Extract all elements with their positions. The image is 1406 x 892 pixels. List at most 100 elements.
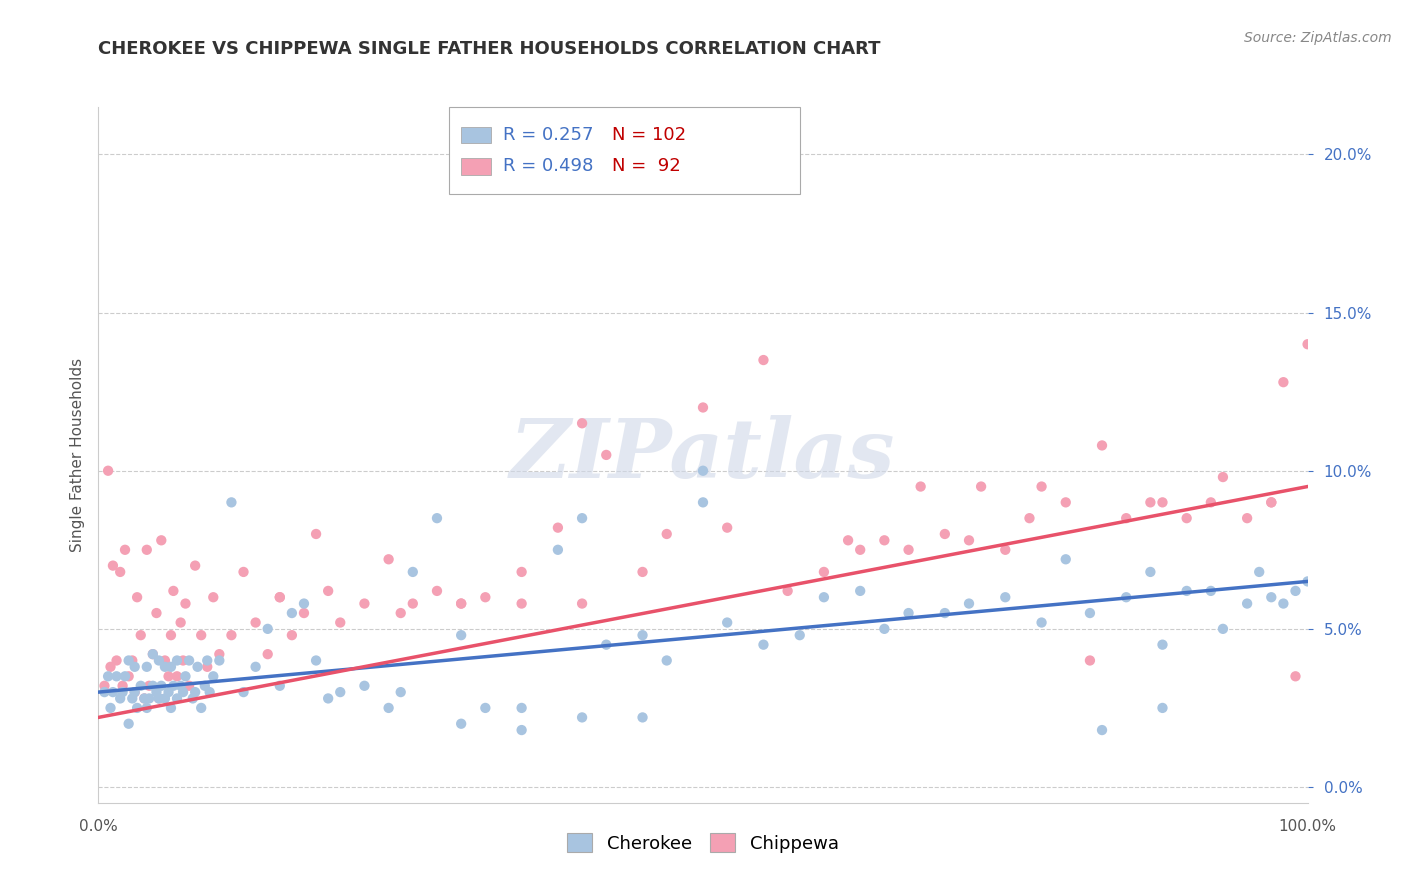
Point bbox=[1078, 653, 1101, 667]
Point bbox=[1175, 583, 1198, 598]
Point bbox=[138, 691, 160, 706]
Point bbox=[716, 521, 738, 535]
Point bbox=[97, 464, 120, 478]
Point bbox=[118, 669, 141, 683]
Point bbox=[160, 628, 183, 642]
Point bbox=[160, 701, 183, 715]
Point bbox=[111, 685, 134, 699]
Point bbox=[571, 417, 593, 431]
Point bbox=[245, 660, 267, 674]
Point bbox=[547, 521, 569, 535]
Point bbox=[910, 479, 932, 493]
Point bbox=[129, 679, 152, 693]
Point bbox=[1236, 511, 1258, 525]
Point bbox=[305, 527, 328, 541]
Text: N =  92: N = 92 bbox=[612, 157, 681, 175]
Point bbox=[1199, 495, 1222, 509]
Point bbox=[221, 628, 243, 642]
Text: ZIPatlas: ZIPatlas bbox=[510, 415, 896, 495]
Point bbox=[1284, 669, 1306, 683]
Point bbox=[994, 542, 1017, 557]
Point bbox=[752, 353, 775, 368]
Text: R = 0.257: R = 0.257 bbox=[503, 126, 593, 144]
Point bbox=[114, 542, 136, 557]
Point bbox=[1054, 495, 1077, 509]
Point bbox=[121, 691, 143, 706]
Point bbox=[121, 653, 143, 667]
Point bbox=[1212, 470, 1234, 484]
FancyBboxPatch shape bbox=[461, 158, 492, 175]
Point bbox=[145, 606, 167, 620]
FancyBboxPatch shape bbox=[461, 127, 492, 144]
Point bbox=[474, 701, 496, 715]
Point bbox=[148, 691, 170, 706]
Point bbox=[177, 653, 201, 667]
Point bbox=[1139, 495, 1161, 509]
Point bbox=[1152, 495, 1174, 509]
Point bbox=[148, 653, 170, 667]
Point bbox=[1152, 638, 1174, 652]
Point bbox=[208, 647, 231, 661]
Point bbox=[316, 691, 339, 706]
Point bbox=[776, 583, 799, 598]
Point bbox=[1260, 495, 1282, 509]
Point bbox=[101, 685, 124, 699]
Point bbox=[813, 591, 835, 605]
Point bbox=[187, 660, 209, 674]
Point bbox=[305, 653, 328, 667]
Point bbox=[571, 597, 593, 611]
Point bbox=[1272, 375, 1295, 389]
Point bbox=[571, 710, 593, 724]
Point bbox=[101, 558, 124, 573]
Point bbox=[124, 685, 146, 699]
Point bbox=[450, 716, 472, 731]
Point bbox=[269, 591, 291, 605]
Point bbox=[655, 527, 678, 541]
Point bbox=[450, 597, 472, 611]
Point bbox=[1272, 597, 1295, 611]
Point bbox=[269, 591, 291, 605]
Text: R = 0.498: R = 0.498 bbox=[503, 157, 593, 175]
Point bbox=[813, 565, 835, 579]
Point bbox=[135, 660, 157, 674]
Point bbox=[172, 685, 194, 699]
Point bbox=[329, 685, 352, 699]
Point bbox=[135, 701, 157, 715]
Point bbox=[789, 628, 811, 642]
Point bbox=[1139, 565, 1161, 579]
Point bbox=[631, 628, 654, 642]
Point bbox=[426, 583, 449, 598]
Point bbox=[184, 685, 207, 699]
Point bbox=[111, 679, 134, 693]
Point bbox=[194, 679, 217, 693]
Point bbox=[166, 669, 188, 683]
Point bbox=[166, 653, 188, 667]
Point bbox=[100, 701, 122, 715]
Point bbox=[142, 647, 165, 661]
Point bbox=[108, 691, 131, 706]
Point bbox=[97, 669, 120, 683]
Point bbox=[1175, 511, 1198, 525]
Point bbox=[177, 679, 201, 693]
Point bbox=[631, 565, 654, 579]
Point bbox=[1031, 479, 1053, 493]
Point bbox=[221, 495, 243, 509]
Point bbox=[256, 647, 278, 661]
Point bbox=[208, 653, 231, 667]
Point bbox=[510, 723, 533, 737]
Point bbox=[153, 691, 176, 706]
Point bbox=[1260, 495, 1282, 509]
Point bbox=[329, 615, 352, 630]
Text: N = 102: N = 102 bbox=[612, 126, 686, 144]
Legend: Cherokee, Chippewa: Cherokee, Chippewa bbox=[557, 822, 849, 863]
Point bbox=[127, 701, 149, 715]
Point bbox=[1115, 511, 1137, 525]
Point bbox=[1091, 438, 1114, 452]
Point bbox=[172, 653, 194, 667]
Point bbox=[1091, 723, 1114, 737]
Point bbox=[181, 691, 204, 706]
Point bbox=[934, 527, 956, 541]
Point bbox=[510, 701, 533, 715]
Point bbox=[269, 679, 291, 693]
Point bbox=[450, 628, 472, 642]
